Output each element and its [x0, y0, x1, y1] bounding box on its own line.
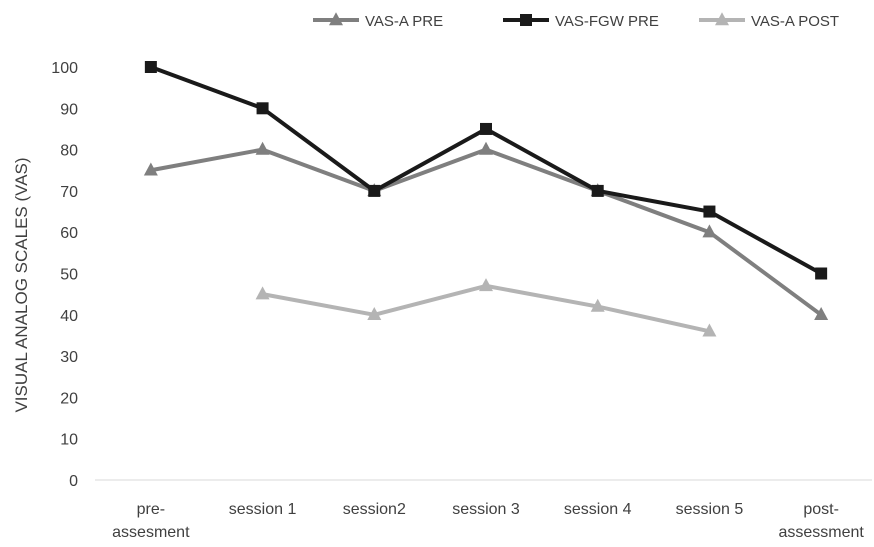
y-tick-label-10: 10: [60, 432, 78, 449]
data-point-vas-a-pre-5: [702, 224, 717, 238]
data-point-vas-a-post-3: [479, 278, 493, 292]
data-point-vas-a-post-1: [255, 286, 270, 300]
y-tick-label-50: 50: [60, 267, 78, 284]
data-point-vas-fgw-pre-6: [815, 267, 828, 280]
x-tick-label-session-1: session 1: [229, 501, 297, 518]
data-point-vas-fgw-pre-1: [256, 102, 269, 115]
data-point-vas-fgw-pre-0: [144, 61, 157, 73]
y-tick-label-80: 80: [60, 143, 78, 160]
x-tick-label-session-3: session 3: [452, 501, 520, 518]
series-vas-fgw-pre: [144, 61, 828, 280]
data-point-vas-fgw-pre-3: [480, 122, 492, 135]
y-axis-label: VISUAL ANALOG SCALES (VAS): [12, 157, 31, 412]
y-tick-label-40: 40: [60, 308, 78, 325]
y-tick-label-90: 90: [60, 101, 78, 118]
y-tick-label-100: 100: [51, 60, 78, 77]
data-point-vas-a-pre-3: [479, 141, 493, 155]
x-tick-label-post-assessment: post-assessment: [778, 501, 864, 541]
legend-swatch-marker: [715, 12, 729, 26]
y-tick-label-70: 70: [60, 184, 78, 201]
series-vas-a-post: [255, 278, 717, 337]
x-axis-ticks: pre-assesment session 1 session2 session 3 s…: [112, 501, 864, 541]
series-line-vas-a-post: [260, 283, 712, 334]
legend-label-vas-fgw-pre: VAS-FGW PRE: [555, 13, 659, 30]
series-group: [143, 61, 829, 337]
data-point-vas-a-pre-1: [255, 141, 270, 155]
data-point-vas-fgw-pre-2: [368, 184, 381, 197]
x-tick-label-session2: session2: [343, 501, 406, 518]
y-tick-label-0: 0: [69, 473, 78, 490]
legend-label-vas-a-pre: VAS-A PRE: [365, 13, 443, 30]
data-point-vas-fgw-pre-5: [703, 205, 716, 218]
data-point-vas-fgw-pre-4: [591, 184, 604, 197]
legend-item-vas-fgw-pre: VAS-FGW PRE: [503, 13, 659, 30]
data-point-vas-a-post-4: [590, 298, 605, 312]
legend: VAS-A PRE VAS-FGW PRE VAS-A POST: [313, 12, 839, 30]
y-axis-ticks: 0 10 20 30 40 50 60 70 80 90 100: [51, 60, 78, 490]
data-point-vas-a-pre-6: [814, 307, 829, 320]
data-point-vas-a-post-2: [367, 307, 382, 320]
x-tick-label-pre-assesment: pre-assesment: [112, 501, 190, 541]
legend-swatch-marker: [329, 12, 343, 26]
legend-label-vas-a-post: VAS-A POST: [751, 13, 839, 30]
series-vas-a-pre: [143, 141, 829, 320]
legend-swatch-marker: [520, 14, 532, 26]
legend-item-vas-a-pre: VAS-A PRE: [313, 12, 443, 30]
x-tick-label-session-5: session 5: [676, 501, 744, 518]
y-tick-label-20: 20: [60, 390, 78, 407]
data-point-vas-a-post-5: [702, 323, 717, 337]
legend-item-vas-a-post: VAS-A POST: [699, 12, 839, 30]
y-tick-label-60: 60: [60, 225, 78, 242]
y-tick-label-30: 30: [60, 349, 78, 366]
data-point-vas-a-pre-0: [143, 162, 158, 176]
x-tick-label-session-4: session 4: [564, 501, 632, 518]
